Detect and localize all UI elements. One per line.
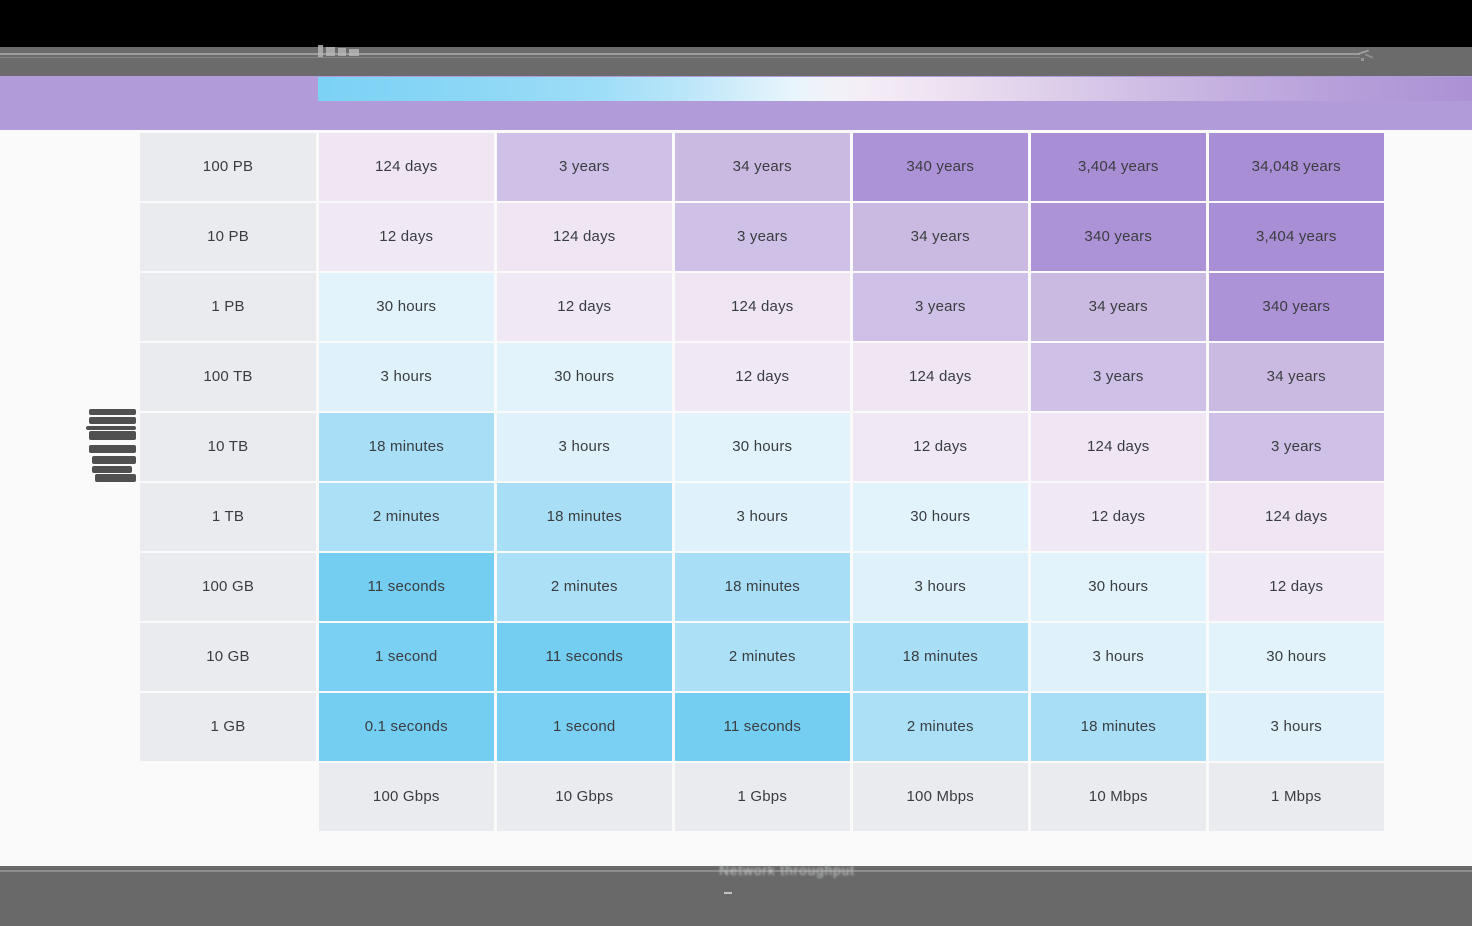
matrix-cell: 3 hours: [1030, 623, 1206, 691]
matrix-cell: 2 minutes: [674, 623, 850, 691]
matrix-cell: 30 hours: [852, 483, 1028, 551]
matrix-cell: 0.1 seconds: [318, 693, 494, 761]
matrix-cell: 340 years: [1208, 273, 1384, 341]
matrix-cell: 2 minutes: [852, 693, 1028, 761]
col-label: 1 Mbps: [1208, 763, 1384, 831]
matrix-cell: 12 days: [1030, 483, 1206, 551]
row-label: 1 PB: [140, 273, 316, 341]
matrix-cell: 34 years: [852, 203, 1028, 271]
matrix-cell: 1 second: [318, 623, 494, 691]
col-label: 10 Mbps: [1030, 763, 1206, 831]
matrix-cell: 124 days: [496, 203, 672, 271]
col-label: 100 Gbps: [318, 763, 494, 831]
row-label: 1 TB: [140, 483, 316, 551]
matrix-cell: 3,404 years: [1030, 133, 1206, 201]
matrix-cell: 3 years: [1030, 343, 1206, 411]
matrix-cell: 3 years: [1208, 413, 1384, 481]
matrix-cell: 3 hours: [852, 553, 1028, 621]
matrix-cell: 12 days: [674, 343, 850, 411]
matrix-cell: 124 days: [852, 343, 1028, 411]
row-label: 100 PB: [140, 133, 316, 201]
matrix-cell: 124 days: [674, 273, 850, 341]
matrix-cell: 34,048 years: [1208, 133, 1384, 201]
matrix-cell: 34 years: [1208, 343, 1384, 411]
matrix-cell: 3,404 years: [1208, 203, 1384, 271]
row-label: 10 GB: [140, 623, 316, 691]
matrix-cell: 12 days: [852, 413, 1028, 481]
row-label: 100 TB: [140, 343, 316, 411]
matrix-cell: 124 days: [1208, 483, 1384, 551]
seek-bar-track[interactable]: [0, 53, 1360, 55]
matrix-cell: 3 hours: [1208, 693, 1384, 761]
caption-text: Network throughput: [719, 863, 855, 878]
matrix-cell: 30 hours: [1208, 623, 1384, 691]
matrix-cell: 340 years: [1030, 203, 1206, 271]
matrix-cell: 18 minutes: [1030, 693, 1206, 761]
seek-marker-icon[interactable]: [1356, 48, 1376, 64]
color-scale-legend: [318, 77, 1472, 101]
matrix-cell: 12 days: [1208, 553, 1384, 621]
row-label: 10 PB: [140, 203, 316, 271]
matrix-cell: 3 years: [496, 133, 672, 201]
matrix-cell: 2 minutes: [496, 553, 672, 621]
caption-dash: [724, 892, 732, 894]
matrix-cell: 30 hours: [674, 413, 850, 481]
matrix-cell: 34 years: [674, 133, 850, 201]
matrix-cell: 3 hours: [318, 343, 494, 411]
redacted-y-axis-label: [86, 408, 138, 488]
matrix-cell: 30 hours: [496, 343, 672, 411]
matrix-cell: 3 years: [674, 203, 850, 271]
matrix-cell: 2 minutes: [318, 483, 494, 551]
bottom-progress-line[interactable]: [0, 870, 1472, 872]
matrix-cell: 18 minutes: [852, 623, 1028, 691]
matrix-cell: 124 days: [1030, 413, 1206, 481]
col-label: 10 Gbps: [496, 763, 672, 831]
transfer-time-matrix: 100 PB 124 days 3 years 34 years 340 years 3,…: [140, 133, 1384, 831]
matrix-cell: 340 years: [852, 133, 1028, 201]
col-label: 1 Gbps: [674, 763, 850, 831]
corner-spacer: [140, 763, 316, 831]
matrix-cell: 11 seconds: [496, 623, 672, 691]
matrix-cell: 12 days: [496, 273, 672, 341]
matrix-cell: 30 hours: [1030, 553, 1206, 621]
matrix-cell: 34 years: [1030, 273, 1206, 341]
matrix-cell: 1 second: [496, 693, 672, 761]
row-label: 100 GB: [140, 553, 316, 621]
redacted-toolbar-text: [318, 43, 364, 61]
redacted-title-bar: [0, 0, 1472, 47]
matrix-cell: 3 hours: [496, 413, 672, 481]
matrix-cell: 12 days: [318, 203, 494, 271]
banner: [0, 76, 1472, 130]
seek-bar-track-shadow: [0, 57, 1360, 58]
matrix-cell: 18 minutes: [674, 553, 850, 621]
matrix-cell: 30 hours: [318, 273, 494, 341]
matrix-cell: 11 seconds: [674, 693, 850, 761]
matrix-cell: 3 years: [852, 273, 1028, 341]
col-label: 100 Mbps: [852, 763, 1028, 831]
matrix-cell: 18 minutes: [318, 413, 494, 481]
row-label: 10 TB: [140, 413, 316, 481]
bottom-bar: Network throughput: [0, 863, 1472, 926]
matrix-cell: 18 minutes: [496, 483, 672, 551]
toolbar: [0, 45, 1472, 76]
matrix-cell: 124 days: [318, 133, 494, 201]
row-label: 1 GB: [140, 693, 316, 761]
matrix-cell: 3 hours: [674, 483, 850, 551]
matrix-cell: 11 seconds: [318, 553, 494, 621]
